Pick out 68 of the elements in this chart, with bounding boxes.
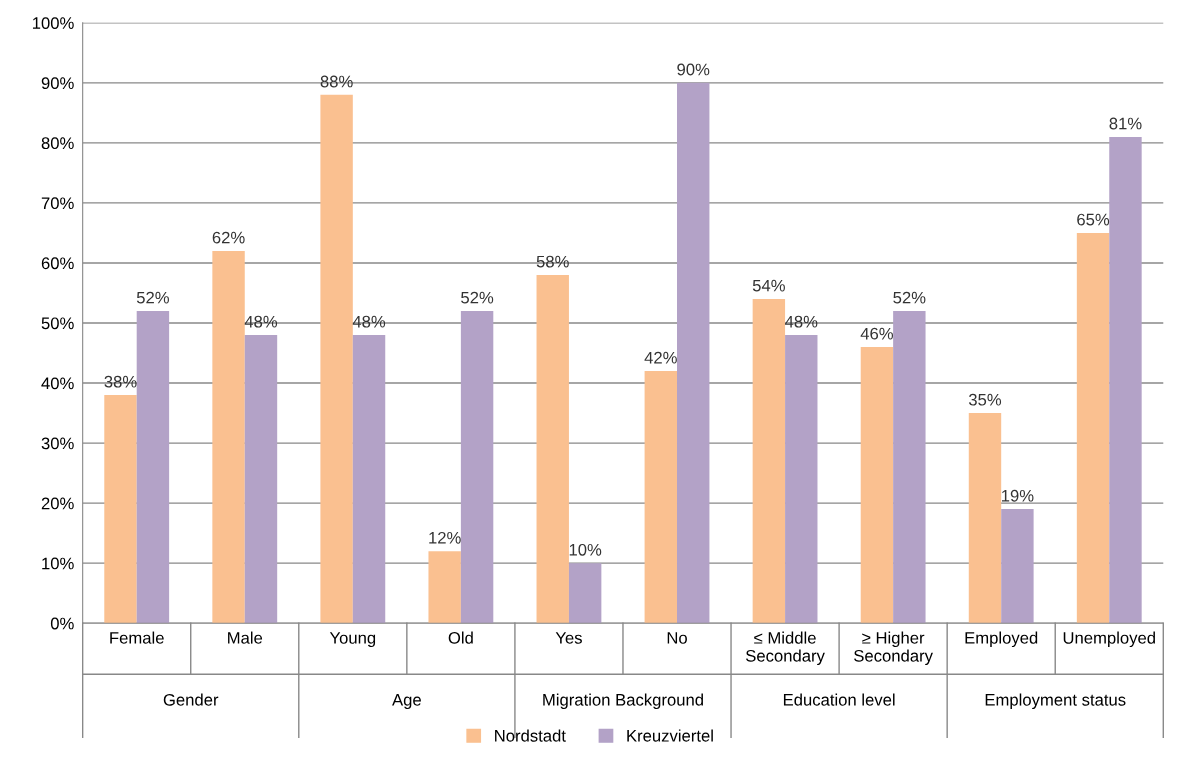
x-tick-label: Young: [329, 632, 376, 648]
data-label: 54%: [752, 279, 785, 292]
data-label: 48%: [352, 315, 386, 328]
data-label: 48%: [784, 315, 818, 328]
y-tick-label: 10%: [42, 557, 74, 570]
bar: [536, 274, 569, 624]
data-label: 12%: [429, 531, 461, 544]
y-tick-label: 30%: [41, 437, 74, 450]
x-tick-label: No: [667, 632, 687, 644]
bar: [677, 82, 710, 624]
data-label: 58%: [536, 255, 569, 268]
bar: [785, 335, 818, 624]
x-tick-label: Old: [448, 631, 473, 644]
x-tick-label: Unemployed: [1063, 631, 1155, 648]
data-label: 65%: [1077, 213, 1110, 226]
text: Employment status: [985, 693, 1126, 710]
bar: [352, 335, 386, 624]
bar: [428, 551, 461, 624]
bar: [1076, 232, 1110, 624]
x-tick-label: ≤ Middle Secondary: [745, 631, 825, 666]
x-tick-label: Female: [110, 631, 164, 644]
data-label: 52%: [461, 291, 494, 304]
x-tick-label: Male: [228, 631, 263, 644]
data-label: 42%: [644, 351, 677, 364]
y-tick-label: 70%: [41, 197, 74, 210]
bar: [212, 250, 245, 624]
y-tick-label: 80%: [41, 137, 74, 150]
text: Migration Background: [543, 693, 703, 710]
y-tick-label: 60%: [41, 257, 74, 270]
data-label: 48%: [244, 315, 278, 328]
data-label: 81%: [1109, 117, 1142, 130]
bar: [1109, 136, 1142, 624]
legend-label: Nordstadt: [495, 729, 566, 742]
bar: [752, 298, 786, 624]
data-label: 46%: [860, 327, 894, 340]
data-label: 88%: [320, 75, 353, 88]
x-tick-label: Yes: [555, 632, 582, 644]
data-label: 19%: [1001, 489, 1034, 502]
text: Gender: [163, 693, 219, 706]
y-tick-label: 100%: [32, 17, 74, 29]
legend-label: Kreuzviertel: [627, 729, 713, 742]
data-label: 62%: [212, 231, 245, 244]
bar: [860, 347, 894, 624]
bar: [893, 310, 926, 624]
bar: [136, 310, 170, 624]
bar: [320, 94, 353, 624]
bar: [244, 335, 278, 624]
x-tick-label: Employed: [965, 631, 1038, 648]
data-label: 90%: [677, 63, 710, 76]
y-tick-label: 50%: [41, 317, 74, 330]
bar: [568, 563, 602, 624]
bar: [644, 371, 678, 624]
bar: [104, 395, 137, 624]
data-label: 52%: [893, 291, 926, 304]
bar: [460, 310, 494, 624]
text: Education level: [783, 693, 895, 706]
y-tick-label: 20%: [41, 497, 74, 510]
y-tick-label: 40%: [41, 377, 74, 390]
y-tick-label: 90%: [41, 77, 74, 90]
data-label: 38%: [104, 375, 137, 388]
bar: [968, 413, 1002, 624]
data-label: 35%: [968, 393, 1002, 406]
y-tick-label: 0%: [50, 617, 74, 630]
x-tick-label: ≥ Higher Secondary: [854, 631, 933, 666]
text: Age: [392, 694, 421, 710]
bar: [1001, 509, 1034, 624]
data-label: 52%: [136, 291, 169, 304]
data-label: 10%: [569, 543, 602, 556]
